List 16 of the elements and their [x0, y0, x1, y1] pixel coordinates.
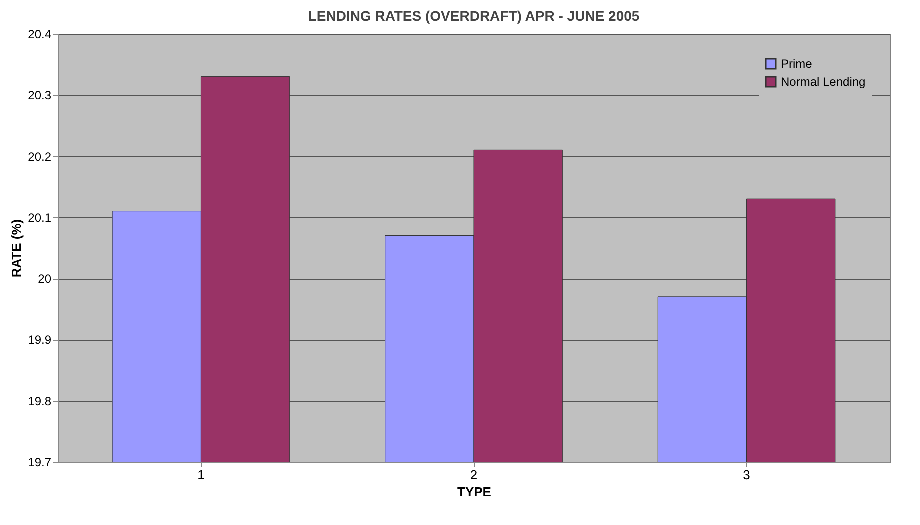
- y-axis-title: RATE (%): [9, 219, 24, 278]
- legend-label: Normal Lending: [781, 75, 866, 89]
- x-axis-title: TYPE: [458, 484, 492, 500]
- y-tick-label: 19.7: [28, 456, 52, 470]
- x-tick-label: 2: [470, 468, 478, 482]
- y-tick-label: 20.3: [28, 88, 52, 103]
- y-tick-label: 20.1: [28, 210, 52, 225]
- y-tick-label: 20.2: [28, 150, 52, 164]
- x-tick-label: 1: [198, 468, 205, 482]
- y-tick-label: 20: [38, 272, 52, 286]
- chart-title: LENDING RATES (OVERDRAFT) APR - JUNE 2005: [308, 8, 640, 24]
- y-tick-label: 20.4: [28, 28, 52, 42]
- y-tick-label: 19.8: [28, 394, 52, 408]
- legend-label: Prime: [781, 57, 813, 71]
- x-tick-label: 3: [743, 468, 750, 482]
- y-tick-label: 19.9: [28, 333, 52, 348]
